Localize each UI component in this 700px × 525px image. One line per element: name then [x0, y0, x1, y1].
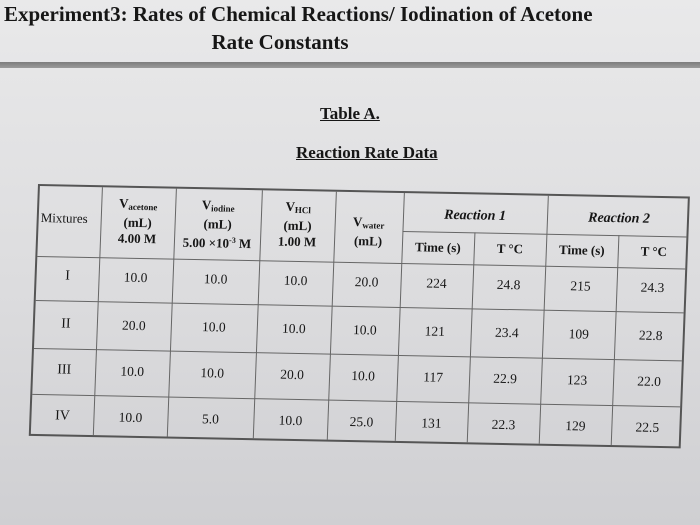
table-title: Reaction Rate Data: [296, 143, 438, 162]
cell-hcl: 10.0: [281, 320, 306, 337]
cell-temp1: 22.9: [493, 370, 518, 387]
row-divider: [32, 393, 681, 408]
row-divider: [33, 347, 682, 362]
header-mixtures: Mixtures: [40, 210, 88, 226]
row-divider: [35, 299, 684, 314]
header-v-iodine: Viodine (mL) 5.00 ×10-3 M: [182, 197, 252, 252]
cell-hcl: 10.0: [278, 412, 303, 429]
cell-acetone: 10.0: [118, 409, 143, 426]
experiment-subtitle: Rate Constants: [211, 30, 349, 54]
cell-acetone: 20.0: [121, 317, 146, 334]
cell-mixture: II: [60, 316, 71, 332]
cell-water: 20.0: [354, 274, 379, 290]
cell-water: 10.0: [351, 368, 376, 384]
header-v-hcl: VHCl (mL) 1.00 M: [277, 198, 317, 250]
header-temp-2: T °C: [640, 243, 668, 260]
cell-t1: 131: [421, 415, 442, 431]
header-reaction-1: Reaction 1: [443, 207, 507, 224]
cell-temp1: 22.3: [491, 416, 516, 433]
header-time-1: Time (s): [414, 239, 461, 256]
cell-temp2: 22.5: [635, 419, 660, 435]
header-reaction-2: Reaction 2: [587, 210, 651, 227]
cell-t1: 117: [422, 369, 444, 385]
cell-t2: 215: [570, 278, 591, 294]
cell-temp2: 24.3: [640, 279, 665, 296]
experiment-title: Experiment3: Rates of Chemical Reactions…: [4, 2, 593, 26]
cell-temp2: 22.0: [637, 373, 662, 389]
table-label: Table A.: [320, 104, 380, 123]
cell-iodine: 10.0: [200, 365, 225, 381]
cell-t2: 129: [565, 418, 586, 434]
cell-iodine: 10.0: [203, 271, 228, 287]
cell-iodine: 5.0: [201, 411, 220, 427]
cell-acetone: 10.0: [120, 363, 145, 380]
cell-temp1: 24.8: [496, 276, 521, 293]
cell-hcl: 10.0: [283, 272, 308, 289]
header-divider: [0, 62, 700, 68]
cell-mixture: IV: [54, 408, 71, 424]
cell-mixture: I: [65, 268, 71, 284]
cell-temp2: 22.8: [638, 327, 663, 344]
cell-mixture: III: [56, 362, 72, 378]
cell-temp1: 23.4: [494, 324, 519, 341]
header-v-acetone: Vacetone (mL) 4.00 M: [117, 195, 158, 247]
cell-water: 10.0: [352, 322, 377, 338]
header-v-water: Vwater (mL): [352, 214, 385, 249]
reaction-rate-table: Mixtures Vacetone (mL) 4.00 M Viodine (m…: [28, 184, 690, 449]
cell-t1: 224: [426, 275, 447, 291]
cell-water: 25.0: [349, 414, 374, 430]
cell-t1: 121: [424, 323, 446, 339]
cell-hcl: 20.0: [280, 366, 305, 383]
document-header: Experiment3: Rates of Chemical Reactions…: [0, 0, 700, 60]
row-divider: [402, 231, 687, 238]
cell-iodine: 10.0: [201, 319, 226, 335]
cell-acetone: 10.0: [123, 269, 148, 286]
cell-t2: 123: [566, 372, 588, 388]
header-temp-1: T °C: [496, 240, 524, 257]
cell-t2: 109: [568, 326, 590, 342]
header-time-2: Time (s): [558, 242, 605, 258]
